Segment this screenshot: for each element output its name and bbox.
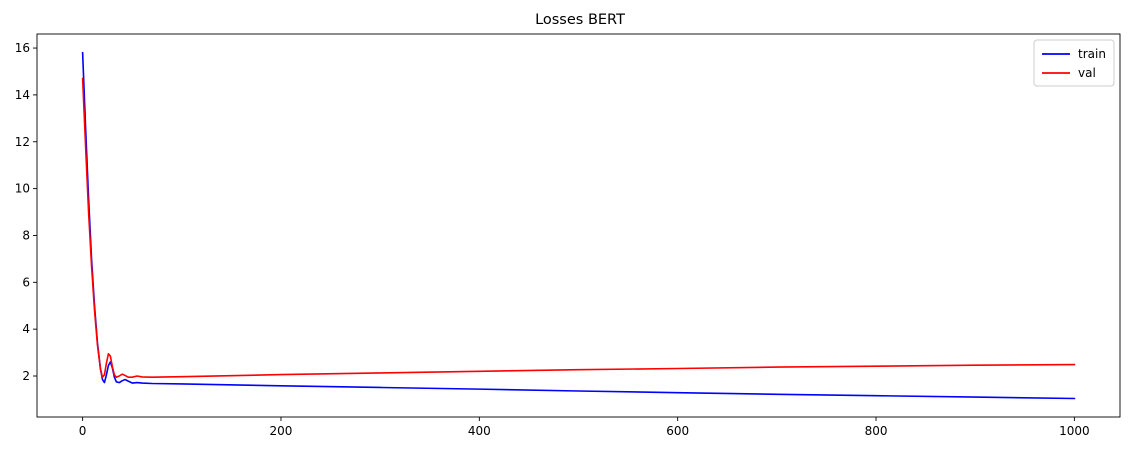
legend-label-val: val [1078,66,1096,80]
y-tick-label: 6 [22,275,30,289]
x-tick-label: 400 [468,424,491,438]
y-tick-label: 10 [15,182,30,196]
y-tick-label: 16 [15,41,30,55]
series-line-val [81,77,1076,378]
axes-layer: 0 200 400 600 800 1000 2 4 6 8 10 12 14 16 [15,33,1121,438]
plot-frame [36,33,1121,418]
x-tick-label: 200 [270,424,293,438]
x-tick-label: 1000 [1059,424,1090,438]
x-tick-label: 800 [865,424,888,438]
y-tick-label: 12 [15,135,30,149]
x-tick-label: 600 [666,424,689,438]
y-tick-label: 4 [22,322,30,336]
legend: train val [1033,39,1115,87]
y-tick-label: 8 [22,228,30,242]
legend-label-train: train [1078,47,1106,61]
series-line-train [81,51,1076,400]
y-tick-label: 14 [15,88,30,102]
series-layer [81,51,1076,400]
x-tick-label: 0 [79,424,87,438]
legend-box [1033,39,1115,87]
chart-title: Losses BERT [535,12,625,28]
y-tick-label: 2 [22,369,30,383]
